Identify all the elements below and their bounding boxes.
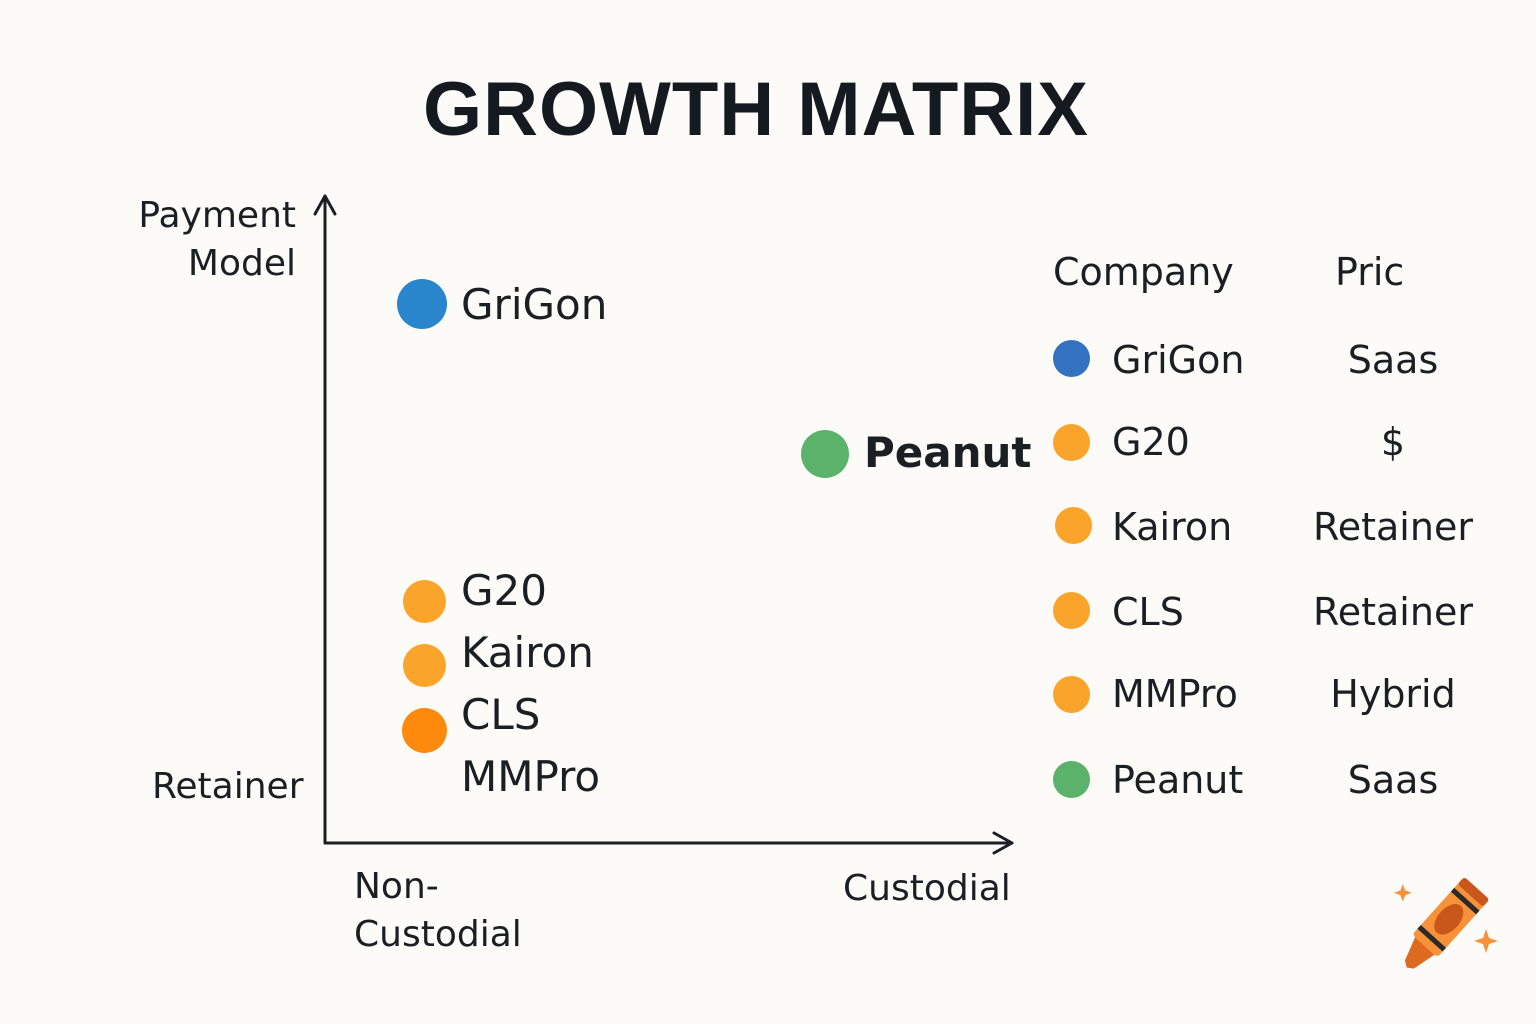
y-axis-arrow <box>313 194 337 216</box>
x-high-label: Custodial <box>843 868 1011 909</box>
x-low-label: Non- Custodial <box>354 863 522 959</box>
point-kairon <box>403 644 446 687</box>
legend-dot <box>1053 761 1090 798</box>
table-cell-pricing: Retainer <box>1313 590 1473 634</box>
table-cell-company: MMPro <box>1112 672 1238 716</box>
y-axis-label: Payment Model <box>138 192 296 288</box>
point-label: Peanut <box>864 428 1032 477</box>
point-label: CLS <box>461 690 541 739</box>
table-cell-pricing: Hybrid <box>1330 672 1456 716</box>
table-cell-pricing: Saas <box>1347 338 1439 382</box>
crayon-icon <box>1394 877 1498 969</box>
point-label: G20 <box>461 566 547 615</box>
legend-dot <box>1053 424 1090 461</box>
table-cell-company: CLS <box>1112 590 1184 634</box>
x-axis-arrow <box>992 831 1014 855</box>
legend-dot <box>1053 340 1090 377</box>
y-low-label: Retainer <box>152 766 304 807</box>
table-cell-pricing: Retainer <box>1313 505 1473 549</box>
table-header-pricing: Pric <box>1335 250 1405 294</box>
point-label: MMPro <box>461 752 601 801</box>
legend-dot <box>1053 676 1090 713</box>
point-cls <box>402 708 447 753</box>
y-axis-label-line2: Model <box>187 243 296 284</box>
y-axis-label-line1: Payment <box>138 195 296 236</box>
point-g20 <box>403 580 446 623</box>
legend-dot <box>1055 507 1092 544</box>
table-cell-company: G20 <box>1112 420 1190 464</box>
legend-dot <box>1053 592 1090 629</box>
point-grigon <box>397 279 447 329</box>
point-peanut <box>801 430 849 478</box>
x-low-label-line2: Custodial <box>354 914 522 955</box>
point-label: GriGon <box>461 280 608 329</box>
table-header-company: Company <box>1053 250 1234 294</box>
table-cell-company: GriGon <box>1112 338 1245 382</box>
x-low-label-line1: Non- <box>354 866 439 907</box>
page-title: GROWTH MATRIX <box>423 67 1089 152</box>
point-label: Kairon <box>461 628 594 677</box>
table-cell-company: Peanut <box>1112 758 1244 802</box>
table-cell-pricing: Saas <box>1347 758 1439 802</box>
table-cell-company: Kairon <box>1112 505 1233 549</box>
table-cell-pricing: $ <box>1380 420 1406 464</box>
